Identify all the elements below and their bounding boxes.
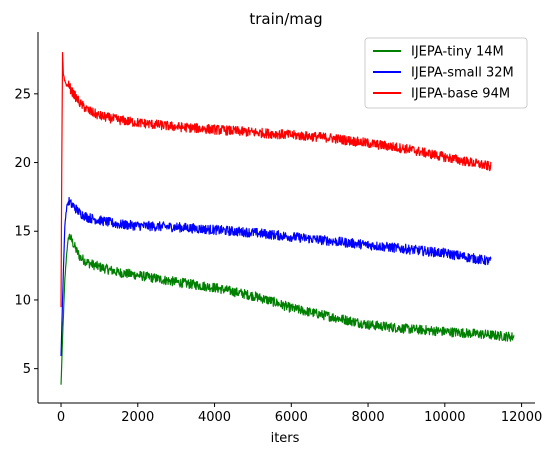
legend-label: IJEPA-small 32M: [411, 66, 514, 81]
axes: 0 2000 4000 6000 8000 10000 12000 5 10 15 20 25: [14, 32, 542, 425]
series-line-2: [60, 196, 492, 357]
legend-label: IJEPA-tiny 14M: [411, 45, 504, 60]
series-line-1: [60, 233, 515, 385]
x-tick-label: 12000: [501, 410, 542, 425]
chart-title: train/mag: [249, 10, 322, 28]
x-tick-label: 10000: [424, 410, 465, 425]
y-tick-label: 25: [14, 87, 31, 102]
legend: IJEPA-tiny 14M IJEPA-small 32M IJEPA-base …: [364, 37, 528, 109]
y-tick-label: 20: [14, 156, 31, 171]
x-tick-label: 8000: [352, 410, 385, 425]
x-tick-label: 0: [57, 410, 65, 425]
x-tick-label: 4000: [198, 410, 231, 425]
x-tick-label: 6000: [275, 410, 308, 425]
series-line-3: [60, 51, 492, 308]
y-tick-label: 15: [14, 225, 31, 240]
x-tick-label: 2000: [121, 410, 154, 425]
y-tick-label: 10: [14, 293, 31, 308]
y-tick-label: 5: [23, 362, 31, 377]
legend-label: IJEPA-base 94M: [411, 87, 510, 102]
legend-box: [364, 37, 528, 109]
plot-series: [60, 51, 515, 385]
x-axis-title: iters: [271, 431, 300, 446]
